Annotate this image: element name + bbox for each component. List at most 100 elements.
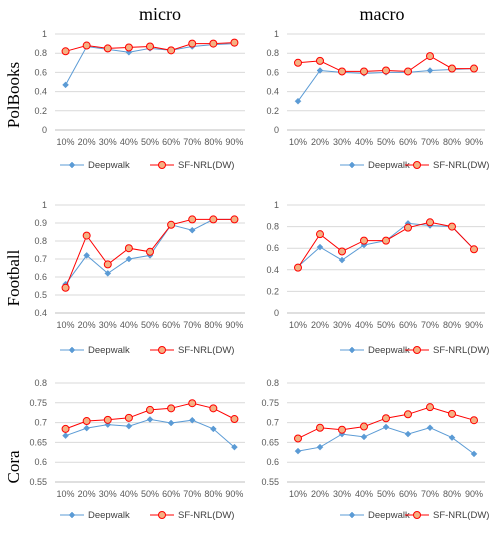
y-tick-label: 0 xyxy=(274,308,279,318)
x-tick-label: 10% xyxy=(289,489,307,499)
data-point-sf-nrl xyxy=(124,43,133,52)
data-point-deepwalk xyxy=(167,419,175,427)
x-tick-label: 60% xyxy=(162,489,180,499)
x-tick-label: 90% xyxy=(225,137,243,147)
chart-polbooks-micro: 0 0.2 0.4 0.6 0.8 1 10% 20% 30% 40% 50% 60% 70% 80% 90… xyxy=(34,29,245,171)
x-tick-label: 90% xyxy=(225,489,243,499)
legend-marker-sf-nrl xyxy=(413,346,421,354)
legend-marker-deepwalk xyxy=(348,511,356,519)
data-point-sf-nrl xyxy=(426,52,434,61)
data-point-sf-nrl xyxy=(188,399,197,408)
data-point-deepwalk xyxy=(231,443,238,451)
data-point-sf-nrl xyxy=(448,409,456,418)
x-tick-label: 90% xyxy=(465,320,483,330)
data-point-deepwalk xyxy=(125,422,133,430)
data-point-sf-nrl xyxy=(404,67,412,76)
legend-label-sf-nrl: SF-NRL(DW) xyxy=(433,160,489,171)
y-tick-label: 0.8 xyxy=(34,48,47,58)
data-point-sf-nrl xyxy=(103,44,112,53)
data-point-sf-nrl xyxy=(448,64,456,73)
x-tick-label: 50% xyxy=(377,489,395,499)
legend-label-sf-nrl: SF-NRL(DW) xyxy=(178,510,234,521)
y-tick-label: 0.9 xyxy=(34,218,47,228)
legend-marker-deepwalk xyxy=(68,346,76,354)
data-point-sf-nrl xyxy=(61,424,70,433)
x-tick-label: 10% xyxy=(57,137,75,147)
legend-label-sf-nrl: SF-NRL(DW) xyxy=(178,345,234,356)
y-tick-label: 0.7 xyxy=(34,418,47,428)
x-tick-label: 70% xyxy=(421,137,439,147)
chart-football-micro: 0.4 0.5 0.6 0.7 0.8 0.9 1 10% 20% 30% 40% 50% 60% 70%… xyxy=(34,200,245,356)
x-tick-label: 20% xyxy=(78,137,96,147)
x-tick-label: 80% xyxy=(443,137,461,147)
row-label-polbooks: PolBooks xyxy=(4,62,23,128)
legend-marker-sf-nrl xyxy=(413,161,421,169)
x-tick-label: 20% xyxy=(78,320,96,330)
y-tick-label: 0.4 xyxy=(34,87,47,97)
legend-marker-deepwalk xyxy=(68,511,76,519)
data-point-deepwalk xyxy=(404,430,412,438)
x-tick-label: 30% xyxy=(99,137,117,147)
x-tick-label: 70% xyxy=(183,489,201,499)
data-point-sf-nrl xyxy=(61,47,70,56)
data-point-deepwalk xyxy=(294,447,302,455)
x-tick-label: 40% xyxy=(120,320,138,330)
data-point-deepwalk xyxy=(316,443,324,451)
x-tick-label: 40% xyxy=(355,489,373,499)
data-point-sf-nrl xyxy=(209,39,218,48)
chart-cora-macro: 0.55 0.6 0.65 0.7 0.75 0.8 10% 20% 30% 40% 50% 60% 7… xyxy=(261,378,489,521)
x-tick-label: 60% xyxy=(162,137,180,147)
data-point-sf-nrl xyxy=(82,41,91,50)
y-tick-label: 0.6 xyxy=(34,67,47,77)
data-point-sf-nrl xyxy=(82,417,91,426)
x-tick-label: 60% xyxy=(399,137,417,147)
data-point-deepwalk xyxy=(146,416,154,423)
data-point-deepwalk xyxy=(426,424,434,432)
data-point-sf-nrl xyxy=(188,39,197,48)
y-tick-label: 0.8 xyxy=(266,222,279,232)
y-tick-label: 0.8 xyxy=(34,378,47,388)
data-point-sf-nrl xyxy=(103,415,112,424)
data-point-sf-nrl xyxy=(230,38,239,47)
data-point-sf-nrl xyxy=(360,422,368,431)
x-tick-label: 50% xyxy=(377,320,395,330)
data-point-deepwalk xyxy=(338,256,346,264)
x-tick-label: 60% xyxy=(162,320,180,330)
data-point-sf-nrl xyxy=(470,416,478,425)
x-tick-label: 90% xyxy=(465,489,483,499)
legend-marker-sf-nrl xyxy=(158,511,166,519)
x-tick-label: 20% xyxy=(78,489,96,499)
x-tick-label: 10% xyxy=(57,320,75,330)
y-tick-label: 0.7 xyxy=(34,254,47,264)
y-tick-label: 0.2 xyxy=(34,106,47,116)
x-tick-label: 90% xyxy=(225,320,243,330)
data-point-deepwalk xyxy=(188,416,196,424)
chart-football-macro: 0 0.2 0.4 0.6 0.8 1 10% 20% 30% 40% 50% 60% 70% 80% 90… xyxy=(266,200,489,356)
data-point-deepwalk xyxy=(83,424,91,432)
data-point-deepwalk xyxy=(62,81,69,89)
data-point-deepwalk xyxy=(360,433,368,441)
y-tick-label: 1 xyxy=(274,200,279,210)
legend-label-deepwalk: Deepwalk xyxy=(368,510,410,521)
y-tick-label: 0.4 xyxy=(266,265,279,275)
data-point-sf-nrl xyxy=(316,423,324,432)
column-title-micro: micro xyxy=(139,4,181,24)
data-point-sf-nrl xyxy=(360,236,368,245)
x-tick-label: 70% xyxy=(183,320,201,330)
data-point-sf-nrl xyxy=(448,222,456,231)
x-tick-label: 40% xyxy=(120,489,138,499)
legend-marker-sf-nrl xyxy=(158,161,166,169)
data-point-sf-nrl xyxy=(426,218,434,227)
legend-label-sf-nrl: SF-NRL(DW) xyxy=(433,510,489,521)
series-line-sf-nrl xyxy=(297,221,475,268)
y-tick-label: 0 xyxy=(42,125,47,135)
series-line-deepwalk xyxy=(65,418,235,448)
data-point-sf-nrl xyxy=(404,410,412,419)
y-tick-label: 1 xyxy=(42,29,47,39)
data-point-sf-nrl xyxy=(294,263,302,272)
x-tick-label: 60% xyxy=(399,489,417,499)
data-point-sf-nrl xyxy=(167,220,176,229)
data-point-deepwalk xyxy=(83,252,91,259)
y-tick-label: 0.75 xyxy=(29,398,47,408)
